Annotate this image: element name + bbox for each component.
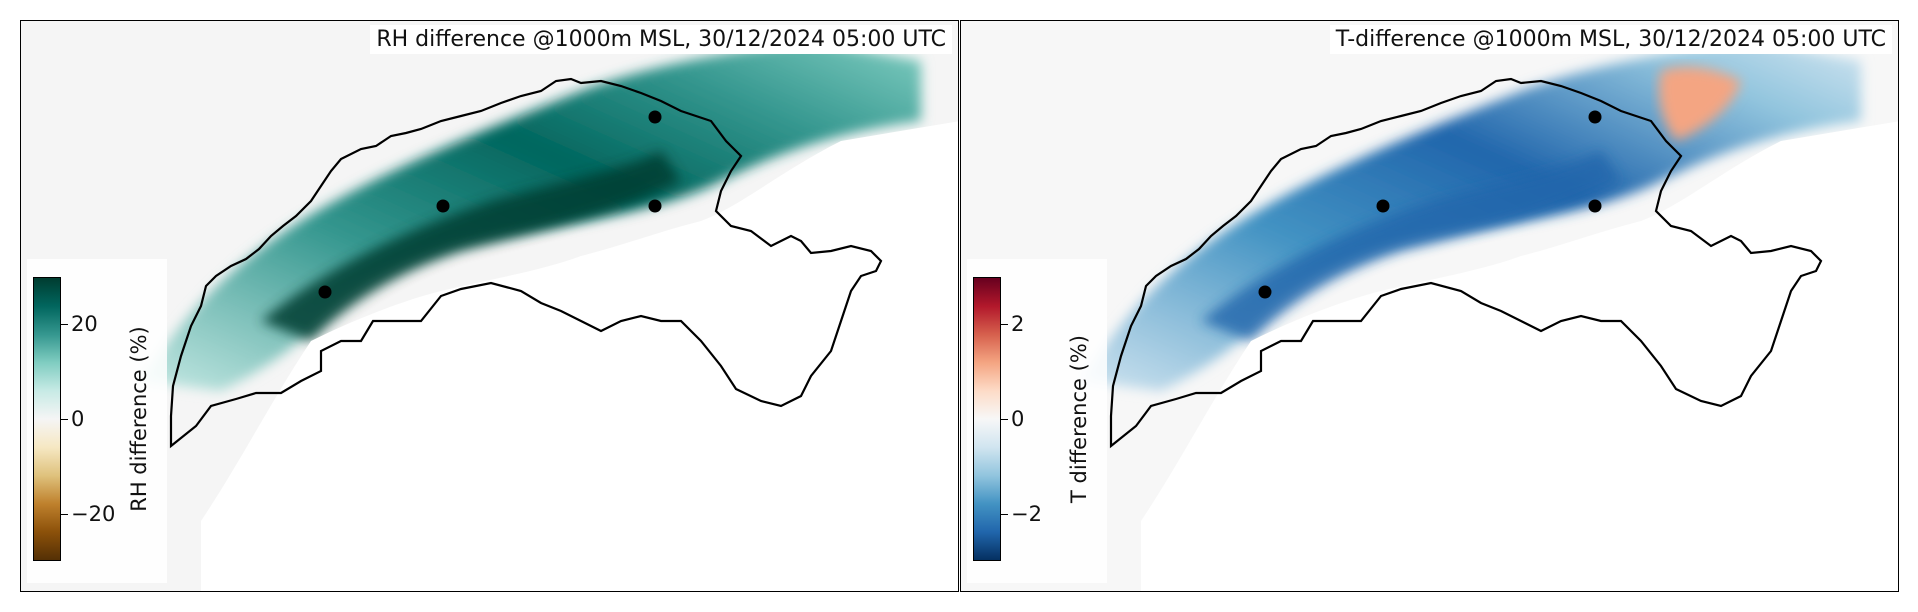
switzerland-border <box>169 77 883 449</box>
colorbar: 20 0 −20 RH difference (%) <box>27 259 167 583</box>
terrain-mask <box>1141 121 1898 591</box>
colorbar: 2 0 −2 T difference (%) <box>967 259 1107 583</box>
colorbar-tick-label: 20 <box>71 312 98 337</box>
t-difference-map-panel: T-difference @1000m MSL, 30/12/2024 05:0… <box>960 20 1899 592</box>
t-positive-anomaly-field <box>1659 66 1741 141</box>
panel-title: T-difference @1000m MSL, 30/12/2024 05:0… <box>1329 25 1892 54</box>
station-marker <box>1588 199 1602 213</box>
station-marker <box>648 110 662 124</box>
terrain-mask <box>201 121 958 591</box>
colorbar-tick-label: 2 <box>1011 312 1025 337</box>
station-marker <box>648 199 662 213</box>
colorbar-tick <box>1001 419 1008 420</box>
t-map-canvas <box>961 21 1898 591</box>
colorbar-tick <box>61 419 68 420</box>
station-marker <box>1376 199 1390 213</box>
panel-title: RH difference @1000m MSL, 30/12/2024 05:… <box>370 25 952 54</box>
colorbar-label: T difference (%) <box>1067 335 1091 503</box>
colorbar-tick-label: 0 <box>1011 407 1025 431</box>
station-marker <box>1588 110 1602 124</box>
rh-difference-map-panel: RH difference @1000m MSL, 30/12/2024 05:… <box>20 20 959 592</box>
colorbar-label: RH difference (%) <box>127 326 151 512</box>
t-strong-anomaly-core <box>1201 151 1621 341</box>
colorbar-gradient <box>33 277 61 561</box>
station-marker <box>1258 285 1272 299</box>
colorbar-tick <box>1001 324 1008 326</box>
colorbar-tick <box>61 324 68 326</box>
station-marker <box>436 199 450 213</box>
switzerland-border <box>1109 77 1823 449</box>
rh-strong-anomaly-core <box>261 151 681 341</box>
station-marker <box>318 285 332 299</box>
colorbar-tick-label: −2 <box>1011 501 1042 526</box>
colorbar-tick <box>61 513 68 515</box>
colorbar-tick-label: 0 <box>71 407 85 431</box>
rh-map-canvas <box>21 21 958 591</box>
colorbar-tick <box>1001 513 1008 515</box>
colorbar-tick-label: −20 <box>71 501 116 526</box>
colorbar-gradient <box>973 277 1001 561</box>
